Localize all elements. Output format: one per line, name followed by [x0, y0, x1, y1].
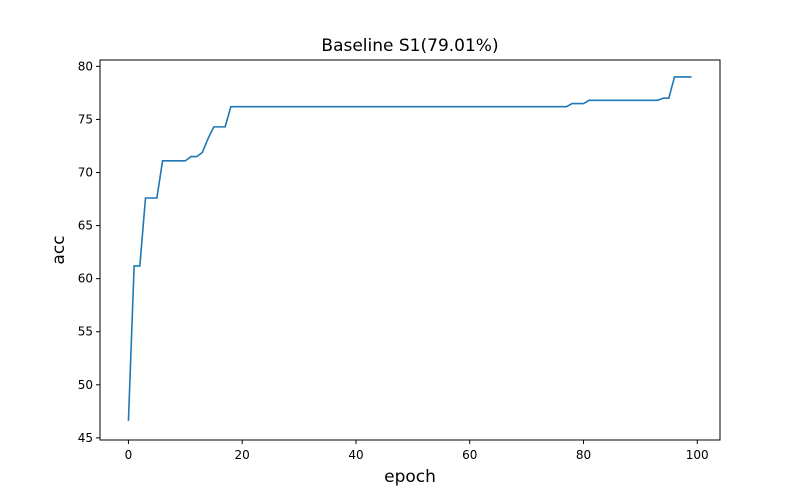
y-axis-label: acc — [49, 235, 69, 264]
x-tick-label: 20 — [235, 448, 250, 462]
x-axis-label: epoch — [384, 467, 436, 487]
y-tick-label: 45 — [78, 431, 93, 445]
y-tick-label: 65 — [78, 219, 93, 233]
y-tick-label: 55 — [78, 325, 93, 339]
y-tick-label: 75 — [78, 112, 93, 126]
plot-frame — [99, 59, 721, 441]
y-axis-ticks: 45 50 55 60 65 70 75 80 — [78, 59, 100, 445]
y-tick-label: 60 — [78, 272, 93, 286]
y-tick-label: 70 — [78, 166, 93, 180]
x-axis-ticks: 0 20 40 60 80 100 — [125, 440, 709, 462]
chart-title: Baseline S1(79.01%) — [321, 36, 498, 56]
y-tick-label: 50 — [78, 378, 93, 392]
x-tick-label: 60 — [462, 448, 477, 462]
x-tick-label: 40 — [348, 448, 363, 462]
x-tick-label: 0 — [125, 448, 133, 462]
series-line — [127, 76, 692, 421]
x-tick-label: 80 — [576, 448, 591, 462]
y-tick-label: 80 — [78, 59, 93, 73]
x-tick-label: 100 — [686, 448, 709, 462]
